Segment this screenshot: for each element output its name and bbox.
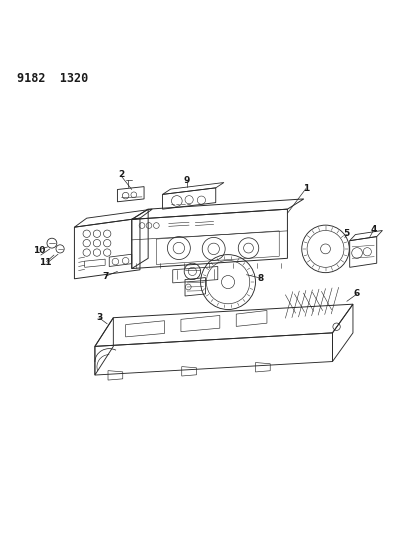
Text: 5: 5 bbox=[344, 229, 350, 238]
Text: 10: 10 bbox=[33, 246, 46, 255]
Text: 9182  1320: 9182 1320 bbox=[17, 72, 88, 85]
Text: 6: 6 bbox=[354, 289, 360, 297]
Text: 9: 9 bbox=[184, 176, 190, 185]
Text: 2: 2 bbox=[118, 170, 125, 179]
Text: 7: 7 bbox=[102, 272, 109, 281]
Text: 8: 8 bbox=[258, 274, 264, 283]
Text: 4: 4 bbox=[370, 225, 376, 234]
Text: 11: 11 bbox=[39, 258, 52, 267]
Text: 3: 3 bbox=[96, 313, 102, 322]
Text: 1: 1 bbox=[303, 184, 309, 193]
